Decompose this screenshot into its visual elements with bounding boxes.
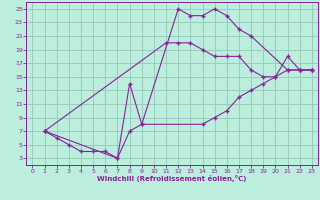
X-axis label: Windchill (Refroidissement éolien,°C): Windchill (Refroidissement éolien,°C) <box>98 175 247 182</box>
